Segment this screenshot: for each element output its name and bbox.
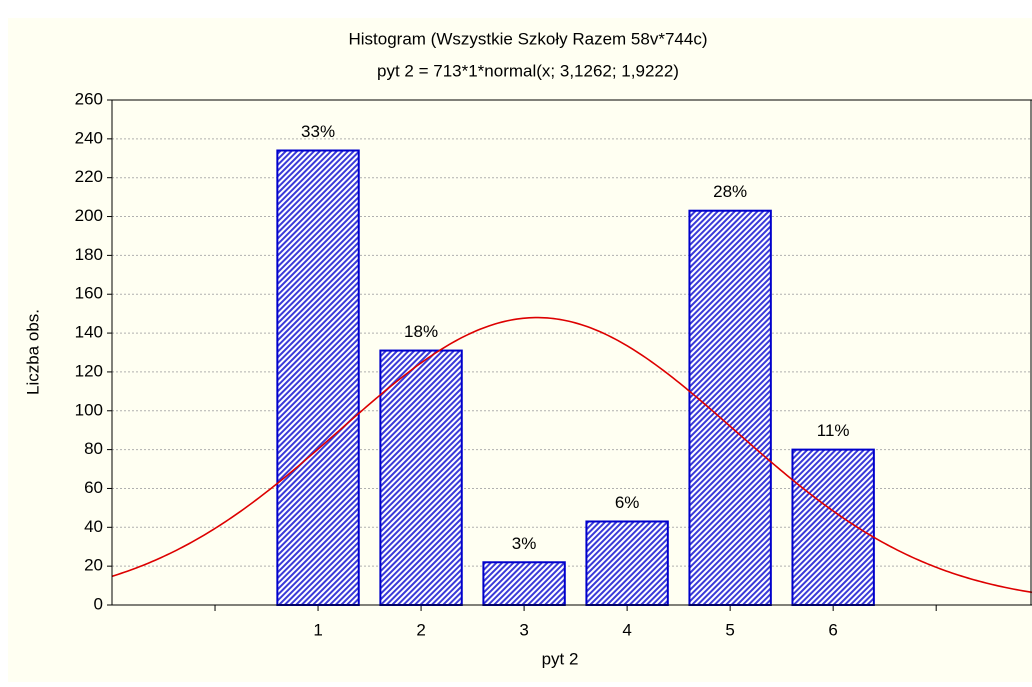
bar [688, 209, 772, 606]
x-tick-label: 6 [828, 620, 837, 639]
y-tick-label: 20 [84, 556, 103, 575]
x-tick-label: 5 [725, 620, 734, 639]
bar-label: 3% [512, 534, 537, 553]
bar-label: 33% [301, 122, 335, 141]
chart-subtitle: pyt 2 = 713*1*normal(x; 3,1262; 1,9222) [377, 61, 679, 80]
y-tick-label: 120 [75, 361, 103, 380]
x-tick-label: 3 [519, 620, 528, 639]
y-tick-label: 40 [84, 517, 103, 536]
y-tick-label: 260 [75, 89, 103, 108]
y-tick-label: 200 [75, 206, 103, 225]
y-tick-label: 60 [84, 478, 103, 497]
bar [276, 149, 360, 606]
bar-label: 18% [404, 322, 438, 341]
y-tick-label: 160 [75, 284, 103, 303]
x-tick-label: 4 [622, 620, 631, 639]
x-axis-label: pyt 2 [542, 649, 579, 668]
y-tick-label: 100 [75, 400, 103, 419]
y-tick-label: 80 [84, 439, 103, 458]
y-tick-label: 240 [75, 128, 103, 147]
x-tick-label: 2 [416, 620, 425, 639]
normal-fit-curve [111, 316, 1032, 594]
bar-label: 28% [713, 182, 747, 201]
x-tick-label: 1 [313, 620, 322, 639]
y-tick-label: 0 [94, 594, 103, 613]
bar-label: 6% [615, 493, 640, 512]
y-tick-label: 220 [75, 167, 103, 186]
chart-title: Histogram (Wszystkie Szkoły Razem 58v*74… [349, 29, 708, 48]
y-tick-label: 180 [75, 245, 103, 264]
bar [379, 349, 463, 606]
bar [482, 561, 566, 606]
y-axis-label: Liczba obs. [23, 309, 42, 395]
bar [791, 448, 875, 606]
bar [585, 520, 669, 607]
bar-label: 11% [817, 421, 850, 440]
y-tick-label: 140 [75, 323, 103, 342]
